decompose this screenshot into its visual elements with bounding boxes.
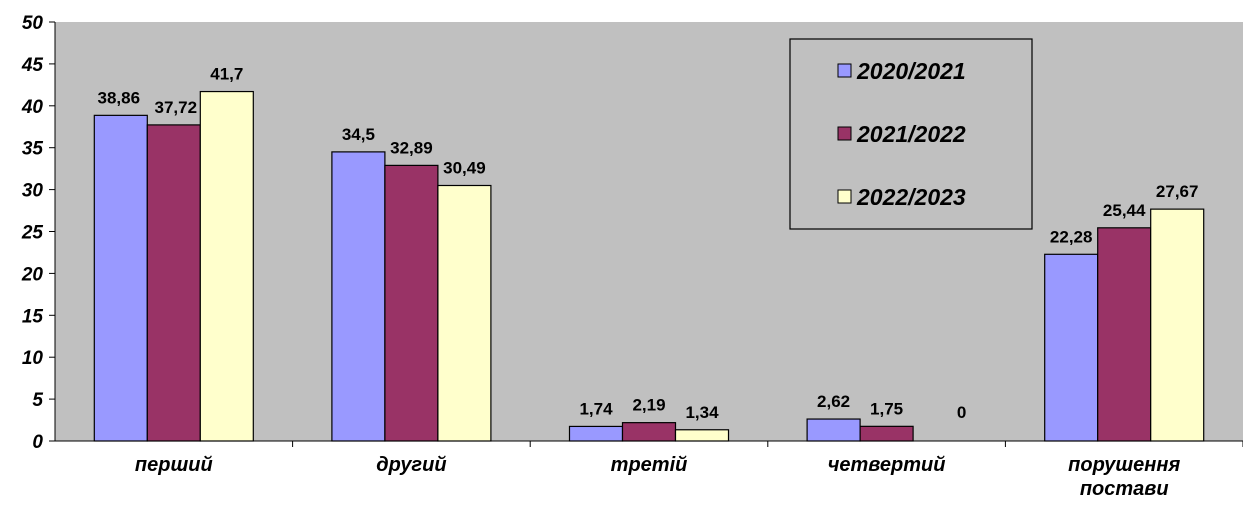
legend: 2020/2021 2021/2022 2022/2023 xyxy=(789,38,1033,230)
data-label: 37,72 xyxy=(155,98,198,117)
y-tick-label: 30 xyxy=(22,181,44,202)
bar xyxy=(93,114,148,442)
bar xyxy=(859,425,914,442)
x-tick-label: третій xyxy=(611,454,688,476)
bar xyxy=(437,184,492,442)
bar xyxy=(1044,253,1099,442)
legend-swatch xyxy=(837,189,852,204)
data-labels: 38,86 34,5 1,74 2,62 22,28 37,72 32,89 2,19 1,75… xyxy=(98,65,1199,422)
y-tick-label: 10 xyxy=(22,348,44,369)
data-label: 30,49 xyxy=(443,158,486,177)
data-label: 0 xyxy=(957,403,966,422)
data-label: 2,62 xyxy=(817,392,850,411)
x-tick-label: другий xyxy=(376,454,446,476)
bar xyxy=(621,422,677,442)
data-label: 41,7 xyxy=(210,65,243,84)
bars xyxy=(93,90,1205,442)
bar xyxy=(384,164,439,442)
bar xyxy=(806,418,861,442)
x-tick-label: перший xyxy=(135,454,213,476)
data-label: 38,86 xyxy=(98,88,141,107)
y-tick-label: 50 xyxy=(22,13,44,34)
y-tick-label: 0 xyxy=(32,432,43,453)
y-tick-label: 35 xyxy=(22,139,44,160)
y-axis: 0 5 10 15 20 25 30 35 40 45 50 xyxy=(21,13,56,453)
y-tick-label: 40 xyxy=(21,97,44,118)
legend-box xyxy=(789,38,1033,230)
data-label: 34,5 xyxy=(342,125,375,144)
bar xyxy=(146,124,201,442)
bar xyxy=(568,425,624,442)
data-label: 1,34 xyxy=(685,403,719,422)
y-tick-label: 20 xyxy=(21,264,44,285)
y-tick-label: 15 xyxy=(22,306,44,327)
x-tick-label: порушення постави xyxy=(1068,454,1180,500)
legend-label: 2020/2021 xyxy=(856,58,966,84)
x-axis: перший другий третій четвертий порушення пост… xyxy=(49,440,1243,500)
y-tick-label: 5 xyxy=(32,390,43,411)
legend-label: 2021/2022 xyxy=(856,121,966,147)
y-tick-label: 45 xyxy=(21,55,44,76)
legend-label: 2022/2023 xyxy=(856,184,966,210)
data-label: 22,28 xyxy=(1050,227,1093,246)
data-label: 1,75 xyxy=(870,399,903,418)
bar xyxy=(1150,208,1205,442)
data-label: 25,44 xyxy=(1103,201,1146,220)
data-label: 32,89 xyxy=(390,138,433,157)
x-tick-label: четвертий xyxy=(828,454,946,476)
bar xyxy=(199,90,254,442)
legend-swatch xyxy=(837,126,852,141)
data-label: 1,74 xyxy=(579,399,613,418)
bar xyxy=(331,151,386,442)
legend-swatch xyxy=(837,63,852,78)
y-tick-label: 25 xyxy=(21,223,44,244)
bar xyxy=(674,429,730,442)
data-label: 27,67 xyxy=(1156,182,1199,201)
bar xyxy=(1097,227,1152,442)
data-label: 2,19 xyxy=(632,396,665,415)
